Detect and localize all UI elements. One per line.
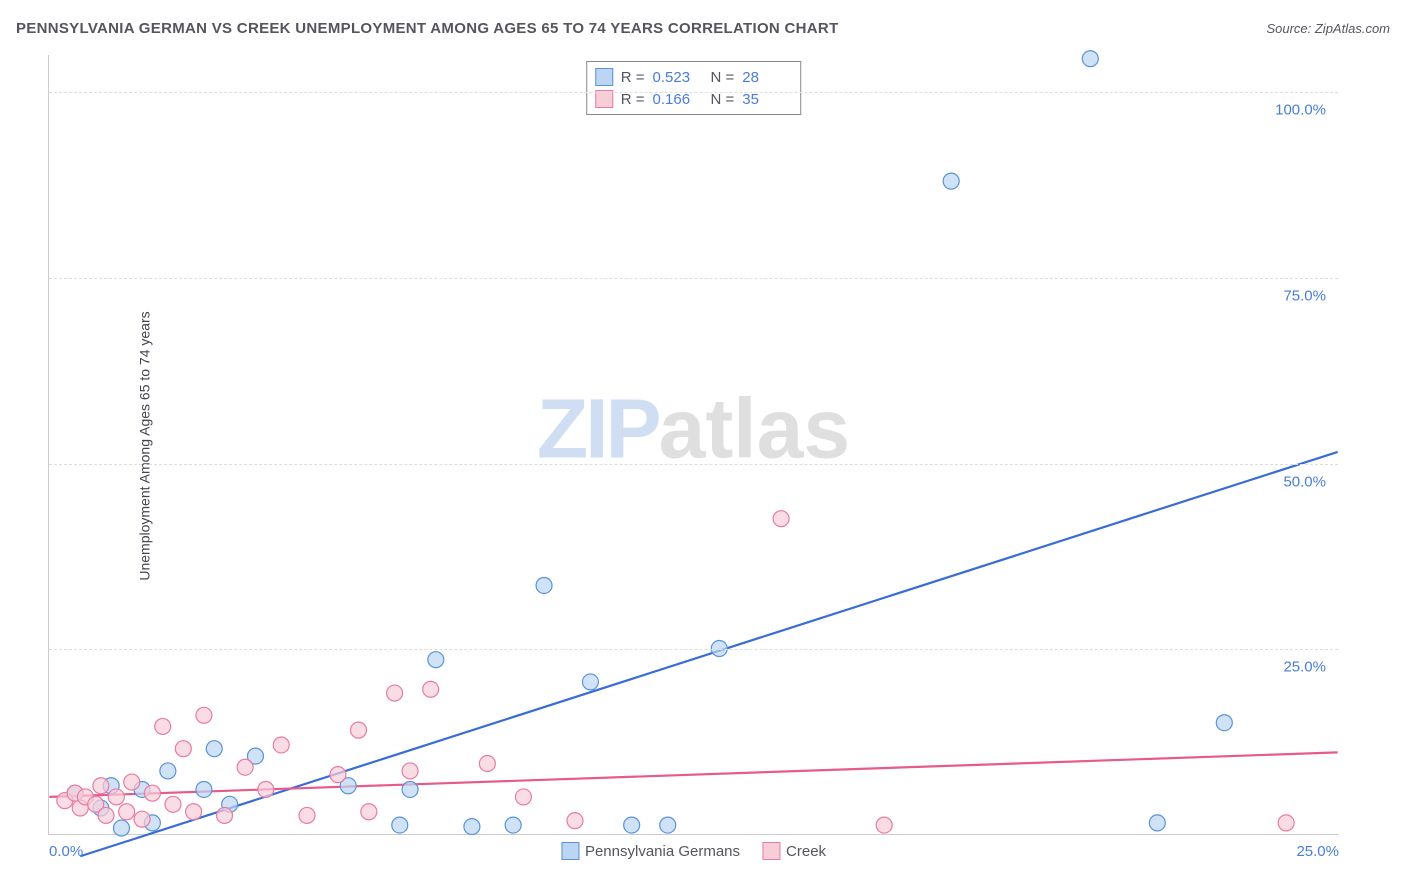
y-tick-label: 25.0% <box>1283 659 1326 676</box>
data-point <box>93 778 109 794</box>
title-bar: PENNSYLVANIA GERMAN VS CREEK UNEMPLOYMEN… <box>16 20 1390 37</box>
x-tick-label: 0.0% <box>49 843 83 860</box>
data-point <box>479 756 495 772</box>
bottom-legend-label-1: Creek <box>786 843 826 860</box>
legend-row-series-0: R = 0.523 N = 28 <box>595 66 793 88</box>
bottom-legend-item-0: Pennsylvania Germans <box>561 842 740 860</box>
y-tick-label: 100.0% <box>1275 102 1326 119</box>
data-point <box>392 817 408 833</box>
data-point <box>361 804 377 820</box>
data-point <box>98 807 114 823</box>
data-point <box>113 820 129 836</box>
swatch-series-0-icon <box>595 68 613 86</box>
data-point <box>144 785 160 801</box>
bottom-legend: Pennsylvania Germans Creek <box>561 842 826 860</box>
n-label: N = <box>711 69 735 86</box>
data-point <box>943 173 959 189</box>
data-point <box>299 807 315 823</box>
x-tick-label: 25.0% <box>1296 843 1339 860</box>
data-point <box>206 741 222 757</box>
data-point <box>119 804 135 820</box>
data-point <box>108 789 124 805</box>
data-point <box>582 674 598 690</box>
data-point <box>428 652 444 668</box>
chart-title: PENNSYLVANIA GERMAN VS CREEK UNEMPLOYMEN… <box>16 20 839 37</box>
data-point <box>515 789 531 805</box>
correlation-legend: R = 0.523 N = 28 R = 0.166 N = 35 <box>586 61 802 115</box>
gridline <box>49 649 1338 650</box>
data-point <box>237 759 253 775</box>
r-label: R = <box>621 69 645 86</box>
r-value-0: 0.523 <box>653 69 703 86</box>
data-point <box>624 817 640 833</box>
data-point <box>196 707 212 723</box>
data-point <box>175 741 191 757</box>
data-point <box>273 737 289 753</box>
data-point <box>773 511 789 527</box>
data-point <box>423 681 439 697</box>
data-point <box>217 807 233 823</box>
data-point <box>1082 51 1098 67</box>
y-tick-label: 50.0% <box>1283 473 1326 490</box>
bottom-legend-item-1: Creek <box>762 842 826 860</box>
data-point <box>165 796 181 812</box>
bottom-legend-label-0: Pennsylvania Germans <box>585 843 740 860</box>
n-value-0: 28 <box>742 69 792 86</box>
chart-svg <box>49 55 1338 834</box>
data-point <box>1216 715 1232 731</box>
data-point <box>196 781 212 797</box>
gridline <box>49 278 1338 279</box>
data-point <box>1278 815 1294 831</box>
data-point <box>258 781 274 797</box>
data-point <box>387 685 403 701</box>
source-label: Source: ZipAtlas.com <box>1266 21 1390 36</box>
data-point <box>505 817 521 833</box>
data-point <box>134 811 150 827</box>
data-point <box>1149 815 1165 831</box>
data-point <box>536 577 552 593</box>
data-point <box>402 781 418 797</box>
data-point <box>876 817 892 833</box>
plot-area: ZIPatlas R = 0.523 N = 28 R = 0.166 N = … <box>48 55 1338 835</box>
data-point <box>464 819 480 835</box>
bottom-swatch-0-icon <box>561 842 579 860</box>
data-point <box>402 763 418 779</box>
data-point <box>186 804 202 820</box>
data-point <box>160 763 176 779</box>
data-point <box>124 774 140 790</box>
data-point <box>351 722 367 738</box>
data-point <box>567 813 583 829</box>
gridline <box>49 464 1338 465</box>
bottom-swatch-1-icon <box>762 842 780 860</box>
data-point <box>660 817 676 833</box>
data-point <box>155 718 171 734</box>
data-point <box>330 767 346 783</box>
y-tick-label: 75.0% <box>1283 287 1326 304</box>
gridline <box>49 92 1338 93</box>
